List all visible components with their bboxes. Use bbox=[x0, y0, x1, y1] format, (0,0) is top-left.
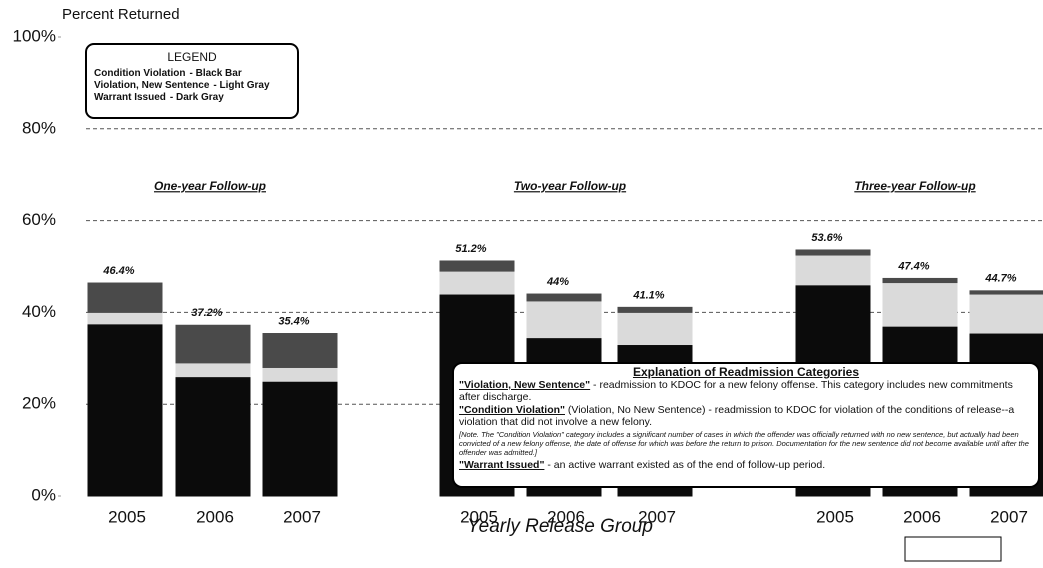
explanation-title: Explanation of Readmission Categories bbox=[632, 365, 860, 379]
data-label: 53.6% bbox=[811, 232, 842, 244]
legend-name: Violation, New Sentence bbox=[94, 80, 210, 91]
bar-segment bbox=[262, 366, 338, 382]
y-tick-label: 100% bbox=[13, 26, 56, 45]
bar-segment bbox=[969, 290, 1043, 295]
bar-segment bbox=[87, 282, 163, 313]
bar-segment bbox=[175, 376, 251, 497]
explanation-box: Explanation of Readmission Categories "V… bbox=[452, 362, 1040, 488]
legend-entry: Condition Violation - Black Bar bbox=[94, 68, 242, 79]
explanation-item: "Condition Violation" (Violation, No New… bbox=[459, 404, 1033, 428]
y-axis-label: Percent Returned bbox=[62, 6, 180, 23]
bar-segment bbox=[969, 293, 1043, 334]
bar-segment bbox=[87, 311, 163, 325]
bar-segment bbox=[795, 254, 871, 286]
definition: (Violation, No New Sentence) - readmissi… bbox=[459, 404, 1015, 428]
data-label: 44.7% bbox=[984, 273, 1016, 285]
term: "Warrant Issued" bbox=[459, 459, 545, 471]
x-tick-label: 2007 bbox=[283, 507, 321, 526]
x-tick-label: 2006 bbox=[196, 507, 234, 526]
legend-color: - Black Bar bbox=[189, 68, 241, 79]
x-tick-label: 2007 bbox=[638, 507, 676, 526]
empty-box bbox=[904, 536, 1002, 562]
data-label: 41.1% bbox=[632, 289, 664, 301]
x-tick-label: 2005 bbox=[816, 507, 854, 526]
bar-segment bbox=[439, 260, 515, 272]
definition: - an active warrant existed as of the en… bbox=[544, 459, 826, 471]
x-tick-label: 2007 bbox=[990, 507, 1028, 526]
y-tick-label: 20% bbox=[22, 394, 56, 413]
term: "Violation, New Sentence" bbox=[459, 379, 591, 391]
data-label: 47.4% bbox=[897, 260, 929, 272]
bar-segment bbox=[175, 324, 251, 364]
definition: - readmission to KDOC for a new felony o… bbox=[459, 379, 1013, 403]
x-tick-label: 2006 bbox=[547, 507, 585, 526]
x-tick-label: 2005 bbox=[460, 507, 498, 526]
x-tick-label: 2005 bbox=[108, 507, 146, 526]
x-axis-label: Yearly Release Group bbox=[467, 516, 653, 537]
bar-segment bbox=[526, 300, 602, 339]
group-label: Two-year Follow-up bbox=[514, 179, 626, 193]
legend-entry: Violation, New Sentence - Light Gray bbox=[94, 80, 270, 91]
legend-color: - Light Gray bbox=[213, 80, 270, 91]
bar-segment bbox=[882, 282, 958, 327]
group-label: Three-year Follow-up bbox=[854, 179, 975, 193]
legend-title: LEGEND bbox=[167, 50, 217, 64]
explanation-item: "Violation, New Sentence" - readmission … bbox=[459, 379, 1033, 403]
bar-segment bbox=[882, 277, 958, 284]
bar-segment bbox=[526, 293, 602, 302]
bar-segment bbox=[795, 249, 871, 256]
note: [Note. The "Condition Violation" categor… bbox=[459, 430, 1029, 457]
bar-segment bbox=[617, 311, 693, 346]
y-tick-label: 40% bbox=[22, 302, 56, 321]
data-label: 35.4% bbox=[278, 315, 309, 327]
legend-name: Condition Violation bbox=[94, 68, 185, 79]
legend-color: - Dark Gray bbox=[170, 92, 224, 103]
bar-segment bbox=[175, 362, 251, 378]
data-label: 37.2% bbox=[191, 307, 222, 319]
bar-segment bbox=[262, 380, 338, 497]
x-tick-label: 2006 bbox=[903, 507, 941, 526]
y-tick-label: 80% bbox=[22, 118, 56, 137]
data-label: 51.2% bbox=[455, 243, 486, 255]
data-label: 46.4% bbox=[102, 265, 134, 277]
legend-box bbox=[85, 43, 299, 119]
y-tick-label: 60% bbox=[22, 210, 56, 229]
bar-segment bbox=[439, 270, 515, 295]
bar-segment bbox=[617, 306, 693, 313]
data-label: 44% bbox=[546, 276, 569, 288]
group-label: One-year Follow-up bbox=[154, 179, 266, 193]
legend-entry: Warrant Issued - Dark Gray bbox=[94, 92, 224, 103]
term: "Condition Violation" bbox=[459, 404, 565, 416]
explanation-item: "Warrant Issued" - an active warrant exi… bbox=[459, 459, 1033, 471]
y-tick-label: 0% bbox=[31, 485, 56, 504]
bar-segment bbox=[87, 323, 163, 497]
bar-segment bbox=[262, 333, 338, 368]
legend-name: Warrant Issued bbox=[94, 92, 166, 103]
